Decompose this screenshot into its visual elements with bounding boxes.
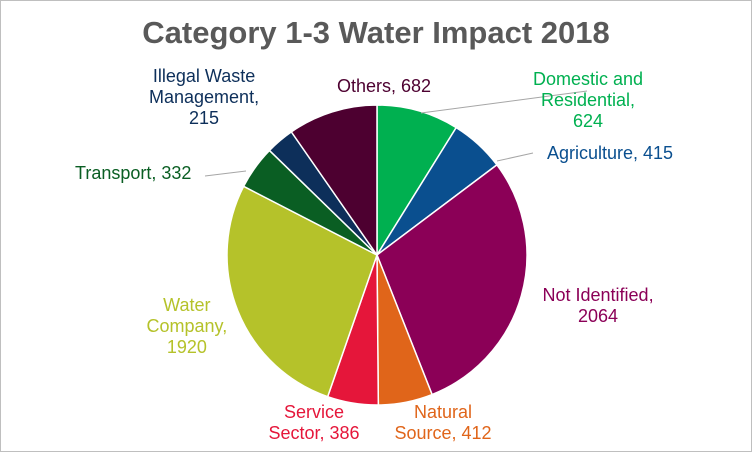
data-label-not-identified: Not Identified, 2064 bbox=[542, 285, 654, 326]
leader-line bbox=[420, 90, 588, 114]
pie-slice-others bbox=[290, 104, 378, 258]
data-label-natural-source: Natural Source, 412 bbox=[394, 402, 492, 443]
data-label-transport: Transport, 332 bbox=[75, 163, 192, 183]
leader-line bbox=[496, 152, 534, 162]
data-label-water-company: Water Company, 1920 bbox=[146, 295, 228, 357]
data-label-agriculture: Agriculture, 415 bbox=[547, 143, 674, 163]
data-label-domestic-and-residential: Domestic and Residential, 624 bbox=[533, 69, 644, 131]
data-label-others: Others, 682 bbox=[337, 76, 432, 96]
leader-line bbox=[204, 170, 247, 177]
data-label-illegal-waste-management: Illegal Waste Management, 215 bbox=[149, 66, 260, 128]
data-label-service-sector: Service Sector, 386 bbox=[268, 402, 360, 443]
pie-slice-not-identified bbox=[376, 163, 528, 396]
pie-slice-water-company bbox=[226, 185, 378, 398]
pie-slice-domestic-and-residential bbox=[376, 104, 458, 258]
chart-title: Category 1-3 Water Impact 2018 bbox=[142, 15, 610, 50]
